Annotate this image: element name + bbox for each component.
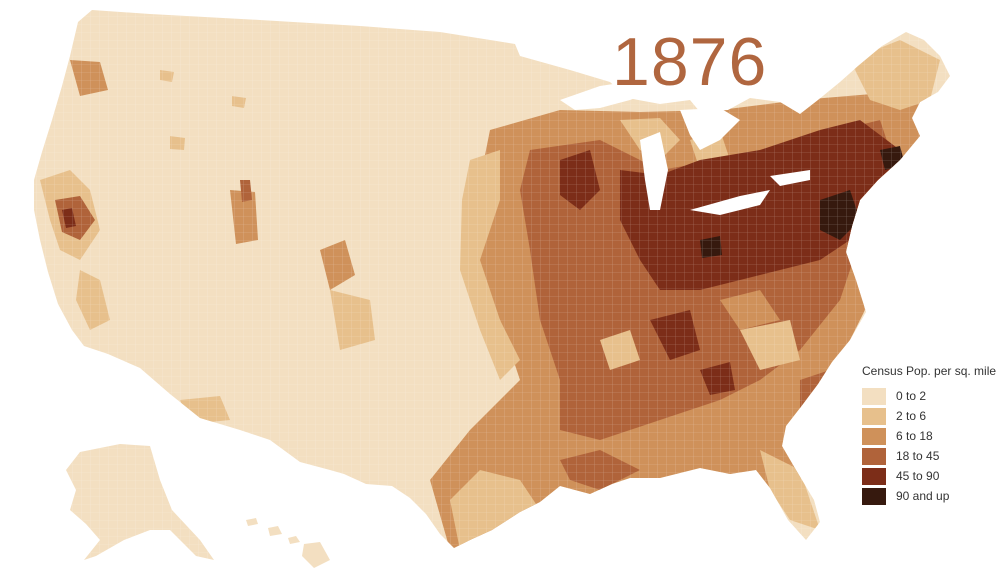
legend-label: 2 to 6 — [896, 409, 927, 423]
legend-swatch — [862, 447, 886, 465]
legend-swatch — [862, 407, 886, 425]
legend-item: 45 to 90 — [862, 466, 996, 486]
legend-item: 0 to 2 — [862, 386, 996, 406]
legend-item: 90 and up — [862, 486, 996, 506]
legend: Census Pop. per sq. mile 0 to 2 2 to 6 6… — [862, 364, 996, 506]
legend-title: Census Pop. per sq. mile — [862, 364, 997, 378]
legend-item: 6 to 18 — [862, 426, 996, 446]
year-label: 1876 — [612, 24, 768, 100]
legend-item: 2 to 6 — [862, 406, 996, 426]
legend-label: 0 to 2 — [896, 389, 927, 403]
great-lakes — [560, 80, 810, 215]
legend-swatch — [862, 387, 886, 405]
legend-label: 18 to 45 — [896, 449, 940, 463]
legend-swatch — [862, 467, 886, 485]
legend-label: 90 and up — [896, 489, 950, 503]
legend-swatch — [862, 427, 886, 445]
legend-item: 18 to 45 — [862, 446, 996, 466]
hawaii — [246, 518, 330, 568]
legend-label: 6 to 18 — [896, 429, 933, 443]
legend-label: 45 to 90 — [896, 469, 940, 483]
legend-swatch — [862, 487, 886, 505]
